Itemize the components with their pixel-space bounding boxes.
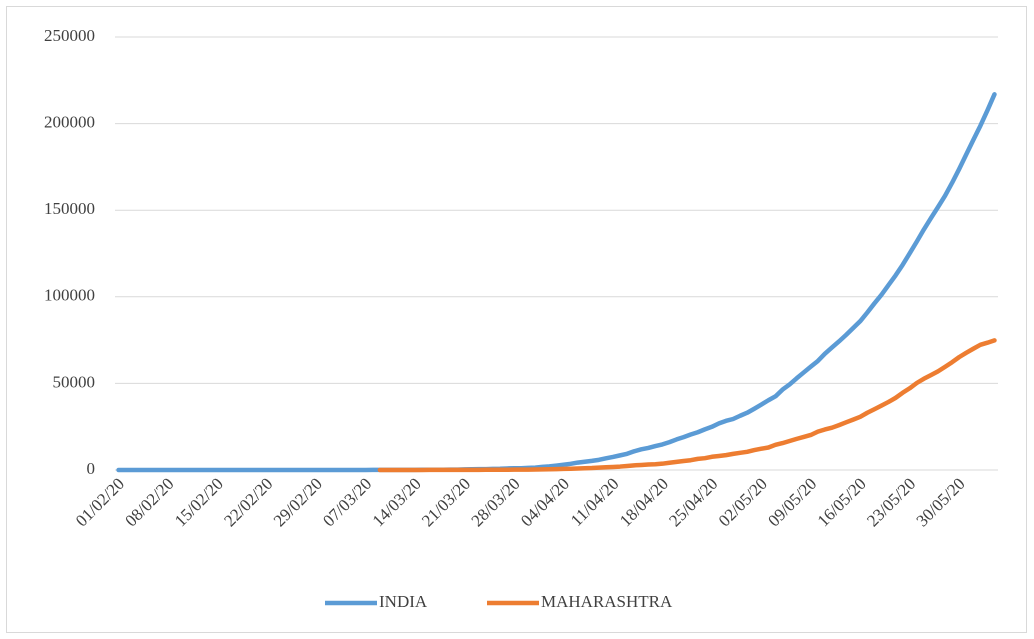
- y-tick-label: 100000: [44, 286, 95, 305]
- chart-border: [6, 6, 1027, 633]
- y-tick-label: 200000: [44, 113, 95, 132]
- legend-label: MAHARASHTRA: [541, 592, 673, 611]
- legend-label: INDIA: [379, 592, 428, 611]
- y-tick-label: 50000: [53, 372, 96, 391]
- series-line: [377, 338, 997, 473]
- y-tick-label: 150000: [44, 199, 95, 218]
- series-line: [116, 92, 997, 473]
- y-tick-label: 0: [87, 459, 96, 478]
- y-tick-label: 250000: [44, 26, 95, 45]
